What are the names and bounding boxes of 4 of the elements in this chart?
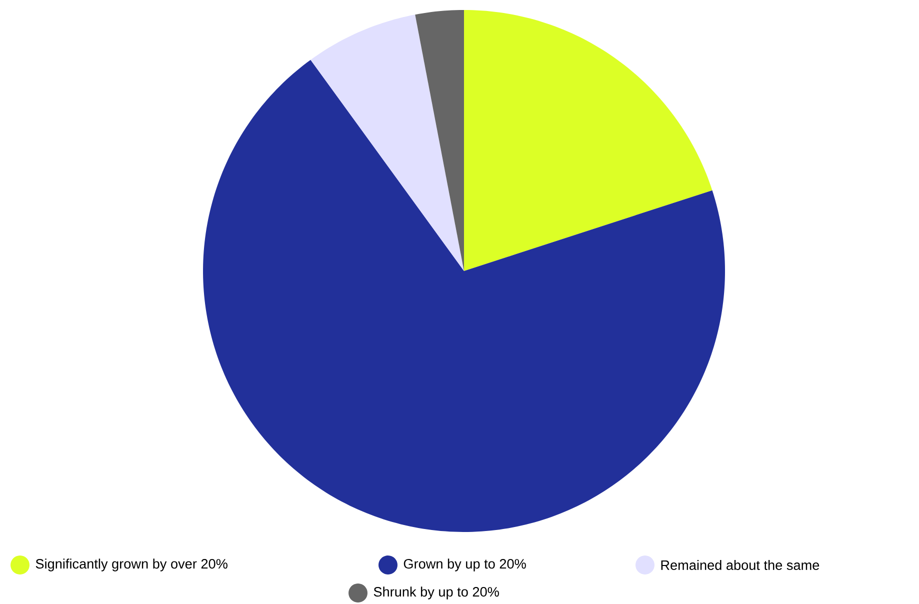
legend-label: Remained about the same [661,560,820,570]
legend-label: Significantly grown by over 20% [36,558,228,572]
legend-label: Grown by up to 20% [404,558,526,572]
legend-label: Shrunk by up to 20% [374,586,499,600]
